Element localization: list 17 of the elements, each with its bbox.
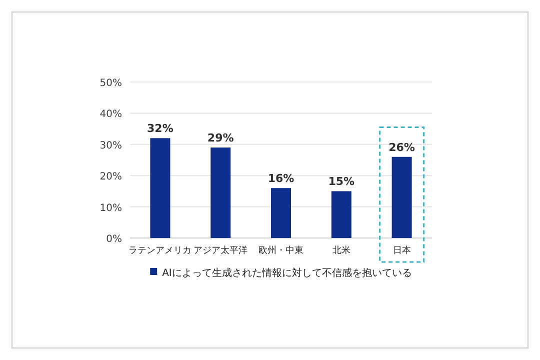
y-tick-label: 10% (100, 202, 122, 214)
x-tick-label: ラテンアメリカ (128, 246, 192, 256)
data-label: 32% (147, 122, 174, 136)
x-tick-label: アジア太平洋 (194, 245, 248, 256)
x-tick-label: 日本 (392, 245, 411, 256)
y-tick-label: 40% (100, 109, 122, 120)
x-tick-label: 欧州・中東 (258, 245, 304, 256)
data-label: 26% (388, 140, 415, 154)
legend: AIによって生成された情報に対して不信感を抱いている (150, 268, 412, 279)
x-tick-label: 北米 (332, 245, 350, 256)
y-tick-label: 30% (100, 140, 122, 152)
y-tick-label: 20% (100, 172, 122, 183)
data-label: 29% (207, 132, 234, 145)
y-tick-label: 50% (100, 78, 122, 89)
data-label: 15% (328, 175, 355, 188)
y-tick-label: 0% (106, 234, 122, 245)
data-label: 16% (268, 172, 294, 186)
